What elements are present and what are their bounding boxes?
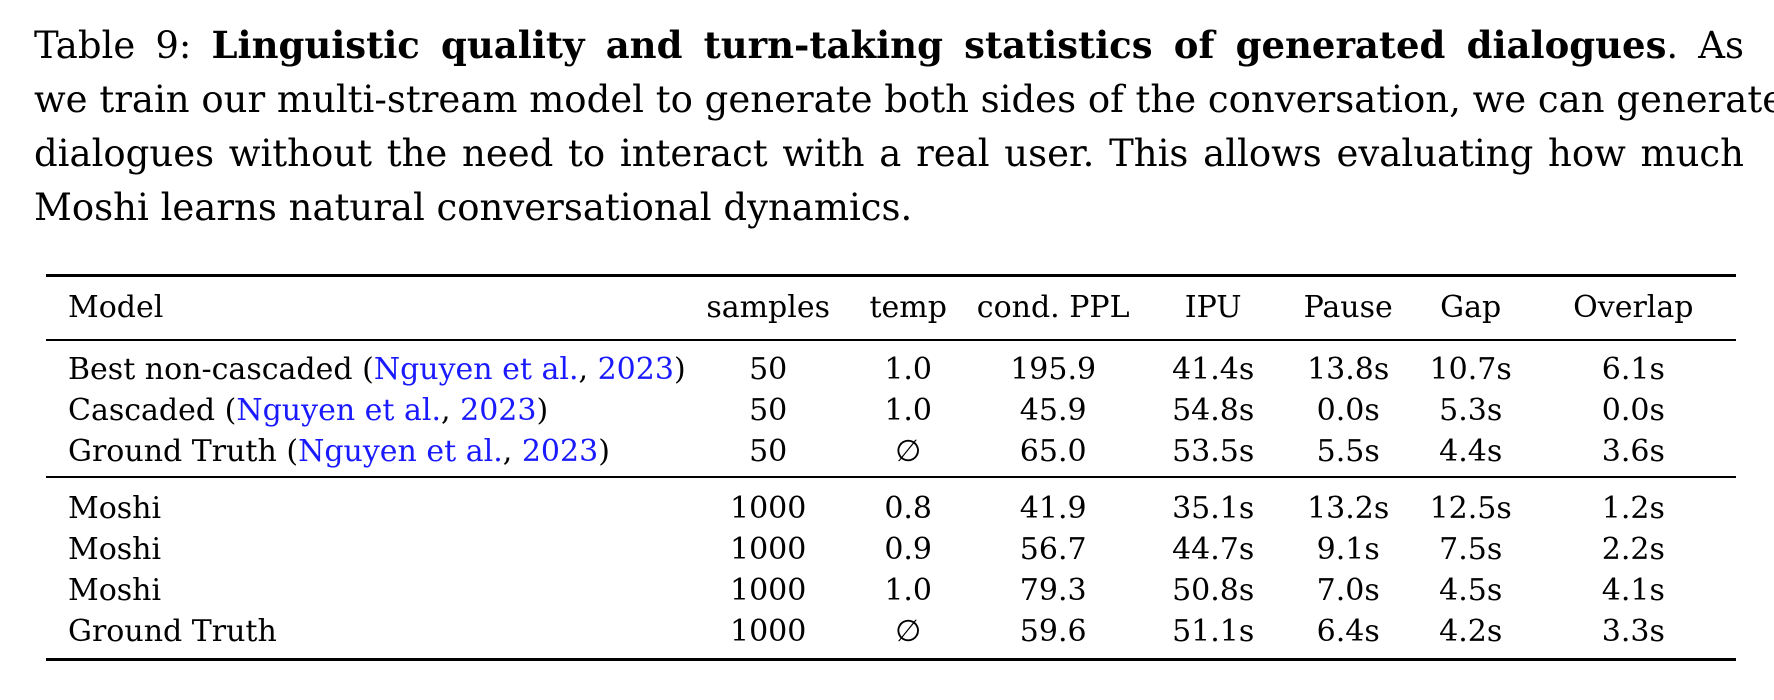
- ppl-cell-best: 41.9: [1019, 491, 1087, 526]
- citation-author-link[interactable]: Nguyen et al.: [236, 393, 442, 428]
- gap-cell: 12.5s: [1429, 491, 1512, 526]
- table-row: Moshi 1000 0.9 56.7 44.7s 9.1s 7.5s 2.2s: [46, 529, 1736, 570]
- overlap-cell: 1.2s: [1601, 491, 1665, 526]
- citation-year-link[interactable]: 2023: [460, 393, 537, 428]
- gap-cell: 4.5s: [1439, 573, 1503, 608]
- header-temp: temp: [869, 290, 947, 325]
- model-cell: Best non-cascaded (Nguyen et al., 2023): [68, 352, 686, 387]
- header-overlap: Overlap: [1573, 290, 1694, 325]
- ipu-cell: 50.8s: [1172, 573, 1255, 608]
- caption-line-3: dialogues without the need to interact w…: [34, 132, 1744, 175]
- header-row: Model samples temp cond. PPL IPU Pause G…: [46, 275, 1736, 340]
- table-row: Moshi 1000 1.0 79.3 50.8s 7.0s 4.5s 4.1s: [46, 570, 1736, 611]
- header-samples: samples: [706, 290, 831, 325]
- samples-cell: 50: [749, 393, 788, 428]
- gap-cell: 5.3s: [1439, 393, 1503, 428]
- header-cond-ppl: cond. PPL: [976, 290, 1130, 325]
- ppl-cell: 45.9: [1019, 393, 1087, 428]
- ppl-cell: 79.3: [1019, 573, 1087, 608]
- table-caption: Table 9: Linguistic quality and turn-tak…: [34, 18, 1774, 235]
- header-pause: Pause: [1303, 290, 1393, 325]
- model-name: Best non-cascaded: [68, 352, 353, 387]
- pause-cell: 13.2s: [1307, 491, 1390, 526]
- table-row: Ground Truth (Nguyen et al., 2023) 50 ∅ …: [46, 431, 1736, 477]
- gap-cell: 4.2s: [1439, 614, 1503, 649]
- overlap-cell: 2.2s: [1601, 532, 1665, 567]
- baseline-group: Best non-cascaded (Nguyen et al., 2023) …: [46, 340, 1736, 477]
- temp-cell: 1.0: [884, 573, 933, 608]
- samples-cell: 1000: [729, 491, 807, 526]
- caption-label: Table 9:: [34, 24, 192, 67]
- caption-line-1: Table 9: Linguistic quality and turn-tak…: [34, 18, 1744, 73]
- citation-author-link[interactable]: Nguyen et al.: [298, 434, 503, 469]
- overlap-cell: 0.0s: [1601, 393, 1665, 428]
- ipu-cell: 53.5s: [1172, 434, 1255, 469]
- header-gap: Gap: [1440, 290, 1502, 325]
- model-cell: Cascaded (Nguyen et al., 2023): [68, 393, 549, 428]
- pause-cell: 6.4s: [1316, 614, 1380, 649]
- model-cell: Moshi: [68, 573, 162, 608]
- ppl-cell: 65.0: [1019, 434, 1087, 469]
- table-row: Moshi 1000 0.8 41.9 35.1s 13.2s 12.5s 1.…: [46, 477, 1736, 529]
- model-name: Ground Truth: [68, 434, 277, 469]
- overlap-cell: 3.3s: [1601, 614, 1665, 649]
- gap-cell: 7.5s: [1439, 532, 1503, 567]
- ppl-cell: 59.6: [1019, 614, 1087, 649]
- pause-cell: 0.0s: [1316, 393, 1380, 428]
- ipu-cell: 44.7s: [1172, 532, 1255, 567]
- table-row: Best non-cascaded (Nguyen et al., 2023) …: [46, 340, 1736, 390]
- temp-cell: ∅: [895, 614, 922, 649]
- caption-line-4: Moshi learns natural conversational dyna…: [34, 186, 913, 229]
- overlap-cell: 6.1s: [1601, 352, 1665, 387]
- model-name: Cascaded: [68, 393, 216, 428]
- citation-author-link[interactable]: Nguyen et al.: [373, 352, 579, 387]
- caption-line-2: we train our multi-stream model to gener…: [34, 78, 1774, 121]
- moshi-group: Moshi 1000 0.8 41.9 35.1s 13.2s 12.5s 1.…: [46, 477, 1736, 660]
- samples-cell: 50: [749, 434, 788, 469]
- ppl-cell: 56.7: [1019, 532, 1087, 567]
- temp-cell: 0.8: [884, 491, 933, 526]
- samples-cell: 1000: [729, 614, 807, 649]
- temp-cell: ∅: [895, 434, 922, 469]
- pause-cell: 5.5s: [1316, 434, 1380, 469]
- temp-cell: 0.9: [884, 532, 933, 567]
- caption-line1-tail: . As: [1666, 24, 1744, 67]
- samples-cell: 1000: [729, 532, 807, 567]
- model-cell: Ground Truth (Nguyen et al., 2023): [68, 434, 610, 469]
- ipu-cell: 41.4s: [1172, 352, 1255, 387]
- citation-year-link[interactable]: 2023: [521, 434, 599, 469]
- gap-cell: 4.4s: [1439, 434, 1503, 469]
- model-cell: Ground Truth: [68, 614, 277, 649]
- samples-cell: 50: [749, 352, 788, 387]
- temp-cell: 1.0: [884, 393, 933, 428]
- ipu-cell: 35.1s: [1172, 491, 1255, 526]
- pause-cell: 7.0s: [1316, 573, 1380, 608]
- table-row: Cascaded (Nguyen et al., 2023) 50 1.0 45…: [46, 390, 1736, 431]
- gap-cell: 10.7s: [1429, 352, 1512, 387]
- table-row: Ground Truth 1000 ∅ 59.6 51.1s 6.4s 4.2s…: [46, 611, 1736, 660]
- caption-title: Linguistic quality and turn-taking stati…: [211, 23, 1667, 67]
- pause-cell: 9.1s: [1316, 532, 1380, 567]
- overlap-cell: 3.6s: [1601, 434, 1665, 469]
- ppl-cell: 195.9: [1010, 352, 1097, 387]
- ipu-cell: 54.8s: [1172, 393, 1255, 428]
- pause-cell: 13.8s: [1307, 352, 1390, 387]
- results-table: Model samples temp cond. PPL IPU Pause G…: [46, 274, 1736, 661]
- header-model: Model: [68, 290, 164, 325]
- temp-cell: 1.0: [884, 352, 933, 387]
- header-ipu: IPU: [1184, 290, 1242, 325]
- overlap-cell: 4.1s: [1601, 573, 1665, 608]
- samples-cell: 1000: [729, 573, 807, 608]
- ipu-cell: 51.1s: [1172, 614, 1255, 649]
- model-cell: Moshi: [68, 532, 162, 567]
- citation-year-link[interactable]: 2023: [597, 352, 674, 387]
- model-cell: Moshi: [68, 491, 162, 526]
